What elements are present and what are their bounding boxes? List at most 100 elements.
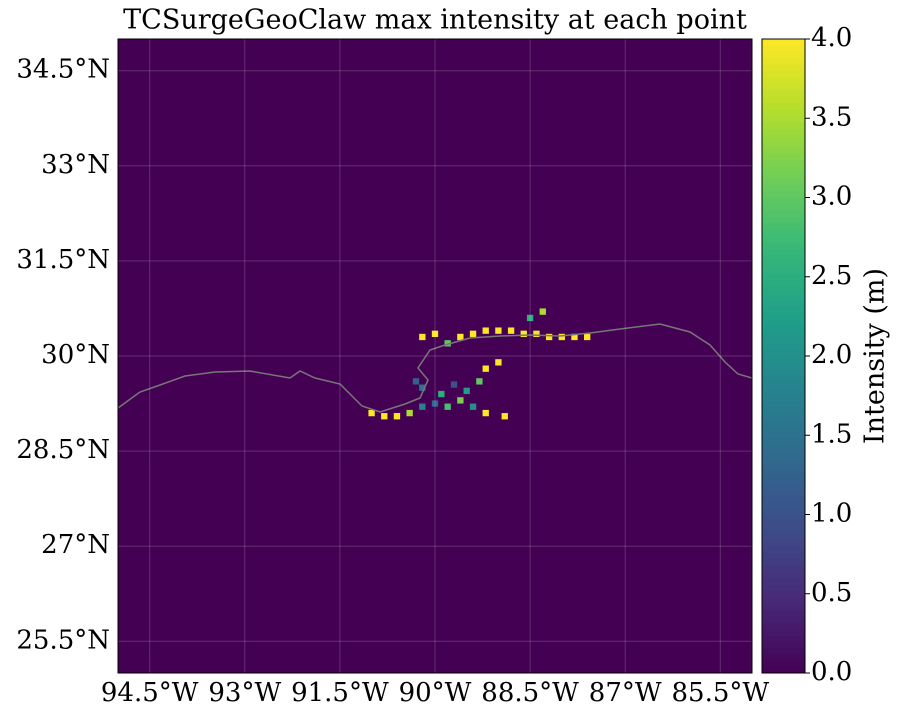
colorbar-swatch xyxy=(762,140,805,148)
colorbar-tick-label: 2.5 xyxy=(811,261,852,291)
colorbar-swatch xyxy=(762,115,805,122)
coastline xyxy=(118,323,752,413)
colorbar-swatch xyxy=(762,210,805,218)
colorbar-swatch xyxy=(762,609,805,617)
colorbar-swatch xyxy=(762,298,805,306)
colorbar-swatch xyxy=(762,457,805,465)
surge-cell xyxy=(444,340,451,347)
map-background xyxy=(118,39,752,673)
surge-cell xyxy=(368,409,375,417)
colorbar-swatch xyxy=(762,432,805,439)
surge-cell xyxy=(463,387,470,395)
surge-cell xyxy=(545,333,553,341)
x-tick-label: 90°W xyxy=(399,678,472,708)
colorbar-swatch xyxy=(762,533,805,541)
colorbar-swatch xyxy=(762,121,805,129)
colorbar-swatch xyxy=(762,413,805,420)
colorbar-swatch xyxy=(762,653,805,661)
surge-cell xyxy=(476,378,483,385)
colorbar-swatch xyxy=(762,381,805,389)
surge-cell xyxy=(482,327,489,334)
colorbar-swatch xyxy=(762,508,805,515)
colorbar-swatch xyxy=(762,222,805,230)
colorbar-swatch xyxy=(762,292,805,300)
colorbar-swatch xyxy=(762,470,805,477)
colorbar-swatch xyxy=(762,58,805,65)
colorbar-swatch xyxy=(762,577,805,585)
colorbar-tick-label: 2.0 xyxy=(811,340,852,370)
colorbar-swatch xyxy=(762,324,805,332)
colorbar-swatch xyxy=(762,229,805,237)
surge-cell xyxy=(412,378,420,385)
colorbar-swatch xyxy=(762,622,805,630)
surge-cell xyxy=(501,413,508,420)
colorbar-swatch xyxy=(762,260,805,268)
colorbar-swatch xyxy=(762,279,805,287)
colorbar-swatch xyxy=(762,520,805,528)
x-tick-label: 87°W xyxy=(589,678,662,708)
colorbar-swatch xyxy=(762,134,805,141)
colorbar-swatch xyxy=(762,64,805,72)
colorbar-swatch xyxy=(762,108,805,116)
surge-cell xyxy=(571,333,578,341)
colorbar-swatch xyxy=(762,70,805,78)
surge-cell xyxy=(469,330,477,337)
colorbar-swatch xyxy=(762,317,805,325)
chart-title: TCSurgeGeoClaw max intensity at each poi… xyxy=(123,5,747,36)
colorbar-tick-label: 4.0 xyxy=(811,23,852,53)
surge-cell xyxy=(520,330,527,337)
colorbar-swatch xyxy=(762,476,805,484)
colorbar-tick-label: 3.0 xyxy=(811,182,852,212)
colorbar-swatch xyxy=(762,400,805,408)
colorbar-swatch xyxy=(762,197,805,205)
x-tick-label: 85.5°W xyxy=(671,678,769,708)
colorbar-swatch xyxy=(762,203,805,211)
colorbar-swatch xyxy=(762,127,805,135)
colorbar-swatch xyxy=(762,191,805,198)
surge-cell xyxy=(419,384,426,391)
colorbar-swatch xyxy=(762,489,805,496)
surge-cell xyxy=(438,390,445,398)
colorbar-swatch xyxy=(762,641,805,649)
colorbar-swatch xyxy=(762,596,805,604)
surge-cell xyxy=(450,381,458,388)
x-tick-label: 88.5°W xyxy=(481,678,579,708)
colorbar-swatch xyxy=(762,343,805,351)
colorbar-tick-label: 3.5 xyxy=(811,102,852,132)
colorbar-swatch xyxy=(762,305,805,313)
colorbar-swatch xyxy=(762,172,805,179)
colorbar-swatch xyxy=(762,362,805,370)
colorbar-swatch xyxy=(762,634,805,642)
colorbar-swatch xyxy=(762,153,805,160)
colorbar-tick-label: 0.5 xyxy=(811,578,852,608)
colorbar-swatch xyxy=(762,660,805,668)
colorbar-swatch xyxy=(762,336,805,344)
colorbar-swatch xyxy=(762,482,805,490)
y-tick-label: 34.5°N xyxy=(16,55,110,85)
colorbar-swatch xyxy=(762,552,805,560)
surge-cell xyxy=(539,308,546,315)
y-tick-label: 30°N xyxy=(41,340,110,370)
surge-cell xyxy=(482,365,489,372)
colorbar-swatch xyxy=(762,235,805,243)
colorbar-swatch xyxy=(762,558,805,566)
surge-cell xyxy=(469,403,477,410)
colorbar-swatch xyxy=(762,463,805,471)
colorbar-swatch xyxy=(762,241,805,249)
surge-cell xyxy=(419,403,426,410)
colorbar-swatch xyxy=(762,647,805,655)
colorbar-swatch xyxy=(762,546,805,554)
colorbar-swatch xyxy=(762,584,805,592)
colorbar-swatch xyxy=(762,444,805,452)
x-tick-label: 93°W xyxy=(208,678,281,708)
colorbar-swatch xyxy=(762,539,805,547)
surge-cell xyxy=(431,400,439,407)
colorbar-swatch xyxy=(762,628,805,636)
x-tick-label: 91.5°W xyxy=(291,678,389,708)
y-tick-label: 25.5°N xyxy=(16,625,110,655)
colorbar-swatch xyxy=(762,83,805,91)
colorbar-swatch xyxy=(762,39,805,46)
colorbar-swatch xyxy=(762,501,805,509)
colorbar-swatch xyxy=(762,565,805,573)
